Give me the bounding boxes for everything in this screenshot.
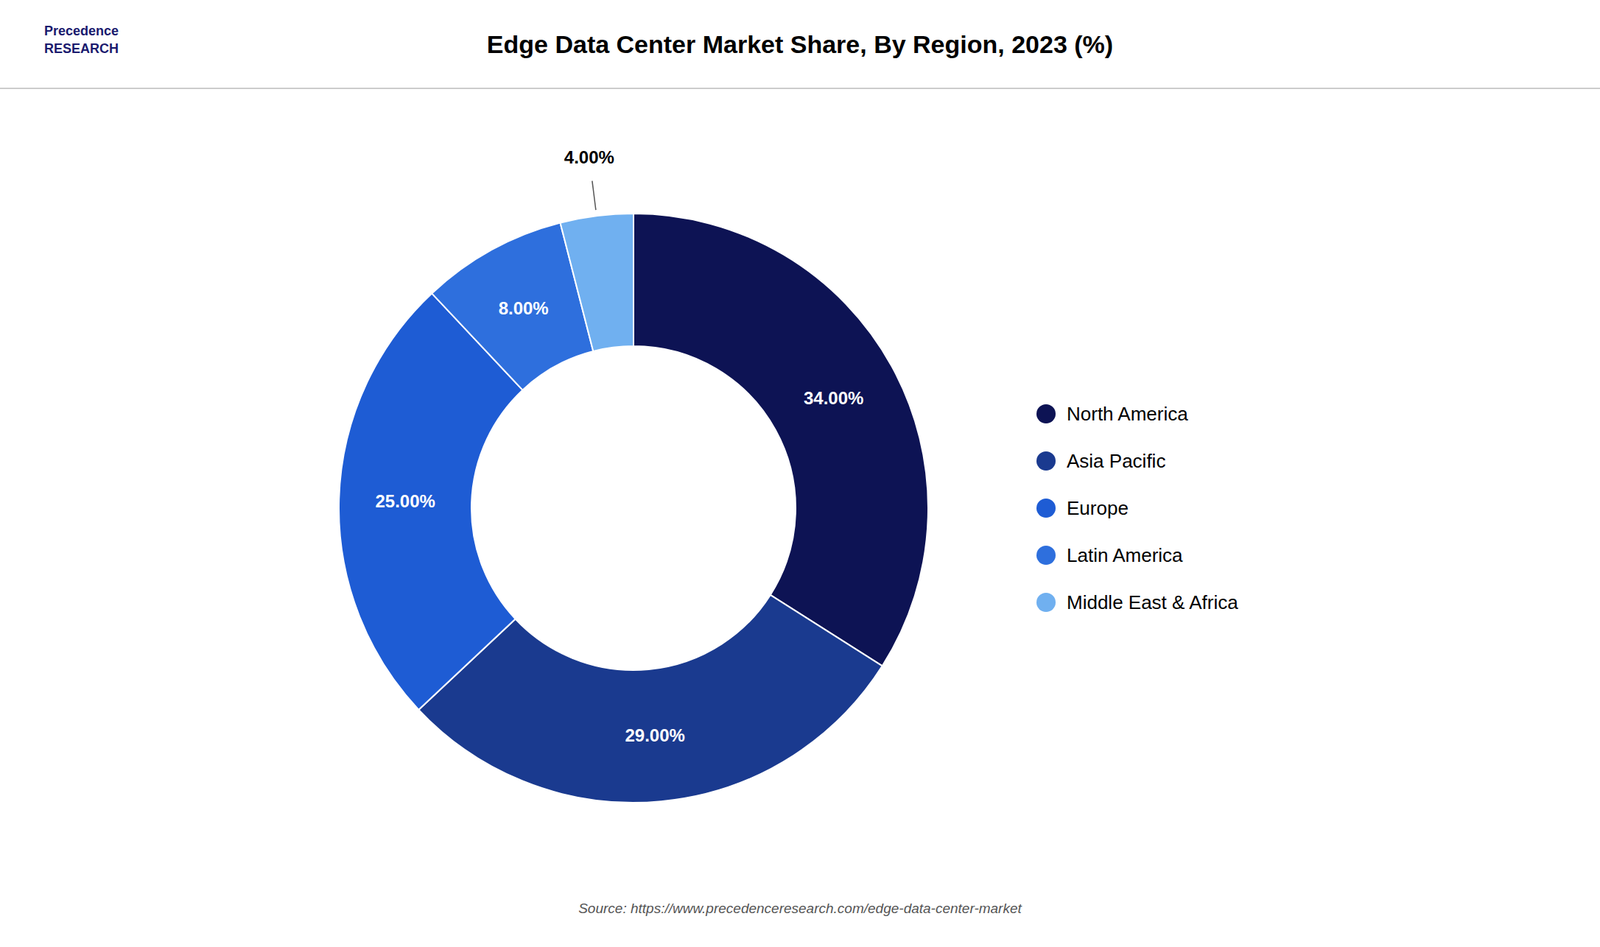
logo-line: Precedence <box>44 23 119 39</box>
legend-marker <box>1036 593 1056 613</box>
data-label: 8.00% <box>498 298 549 319</box>
legend-marker <box>1036 498 1056 518</box>
legend-marker <box>1036 451 1056 471</box>
legend-label: Latin America <box>1066 544 1184 567</box>
data-label: 4.00% <box>564 147 615 168</box>
legend-marker <box>1036 545 1056 566</box>
data-label: 29.00% <box>624 725 685 746</box>
donut-slice <box>560 213 634 352</box>
donut-slice <box>633 213 929 666</box>
logo-text: Precedence RESEARCH <box>44 23 119 56</box>
title-rule <box>0 87 1600 90</box>
legend-label: North America <box>1066 402 1189 426</box>
legend-label: Middle East & Africa <box>1066 591 1239 614</box>
logo-line: RESEARCH <box>44 41 119 56</box>
background <box>0 0 1600 947</box>
legend-marker <box>1036 404 1056 424</box>
data-label: 25.00% <box>374 491 435 512</box>
legend-label: Europe <box>1066 497 1129 520</box>
data-labels: 34.00% 29.00% 25.00% 8.00% 4.00% <box>374 147 864 746</box>
data-label: 34.00% <box>803 388 864 409</box>
title: Edge Data Center Market Share, By Region… <box>486 30 1114 59</box>
donut <box>338 213 929 803</box>
legend-label: Asia Pacific <box>1066 450 1166 473</box>
legend: North America Asia Pacific Europe Latin Ame… <box>1036 402 1239 614</box>
leader-line <box>592 181 596 211</box>
source-note: Source: https://www.precedenceresearch.c… <box>578 900 1022 917</box>
